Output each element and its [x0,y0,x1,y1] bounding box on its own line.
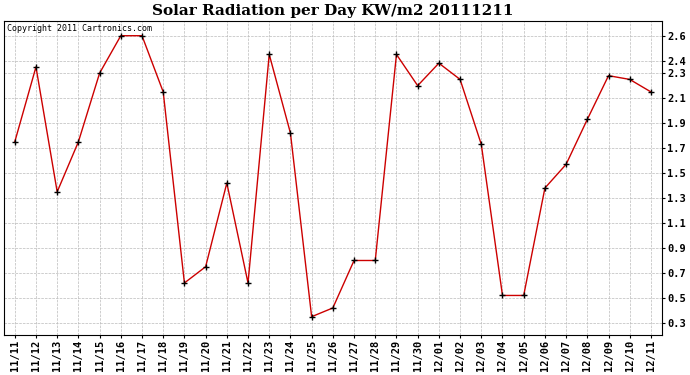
Text: Copyright 2011 Cartronics.com: Copyright 2011 Cartronics.com [8,24,152,33]
Title: Solar Radiation per Day KW/m2 20111211: Solar Radiation per Day KW/m2 20111211 [152,4,513,18]
